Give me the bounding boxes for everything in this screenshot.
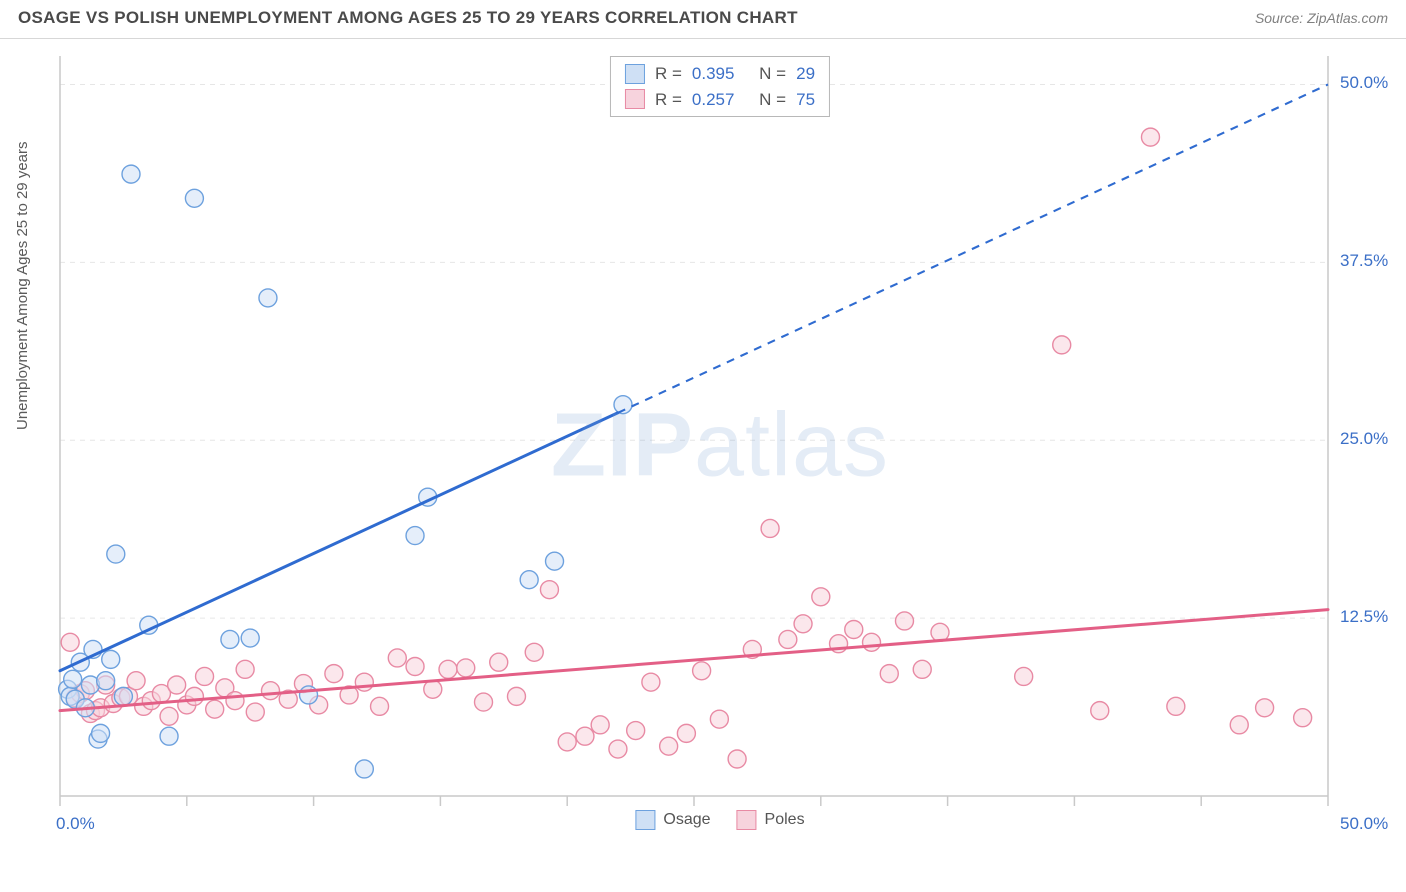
- axis-tick-label: 50.0%: [1340, 814, 1388, 834]
- scatter-chart: [50, 46, 1390, 856]
- legend-row-osage: R = 0.395 N = 29: [625, 61, 815, 87]
- swatch-osage-icon: [635, 810, 655, 830]
- axis-tick-label: 0.0%: [56, 814, 95, 834]
- axis-tick-label: 12.5%: [1340, 607, 1388, 627]
- chart-title: OSAGE VS POLISH UNEMPLOYMENT AMONG AGES …: [18, 8, 798, 28]
- legend-series: Osage Poles: [635, 810, 804, 830]
- legend-label-poles: Poles: [765, 811, 805, 829]
- y-axis-title: Unemployment Among Ages 25 to 29 years: [14, 141, 31, 430]
- legend-correlation: R = 0.395 N = 29 R = 0.257 N = 75: [610, 56, 830, 117]
- axis-tick-label: 25.0%: [1340, 429, 1388, 449]
- swatch-poles: [625, 89, 645, 109]
- legend-row-poles: R = 0.257 N = 75: [625, 87, 815, 113]
- axis-tick-label: 50.0%: [1340, 73, 1388, 93]
- chart-header: OSAGE VS POLISH UNEMPLOYMENT AMONG AGES …: [0, 0, 1406, 39]
- legend-item-osage: Osage: [635, 810, 710, 830]
- chart-source: Source: ZipAtlas.com: [1255, 10, 1388, 26]
- legend-label-osage: Osage: [663, 811, 710, 829]
- axis-tick-label: 37.5%: [1340, 251, 1388, 271]
- legend-item-poles: Poles: [737, 810, 805, 830]
- chart-container: ZIPatlas R = 0.395 N = 29 R = 0.257 N = …: [50, 46, 1390, 856]
- swatch-poles-icon: [737, 810, 757, 830]
- swatch-osage: [625, 64, 645, 84]
